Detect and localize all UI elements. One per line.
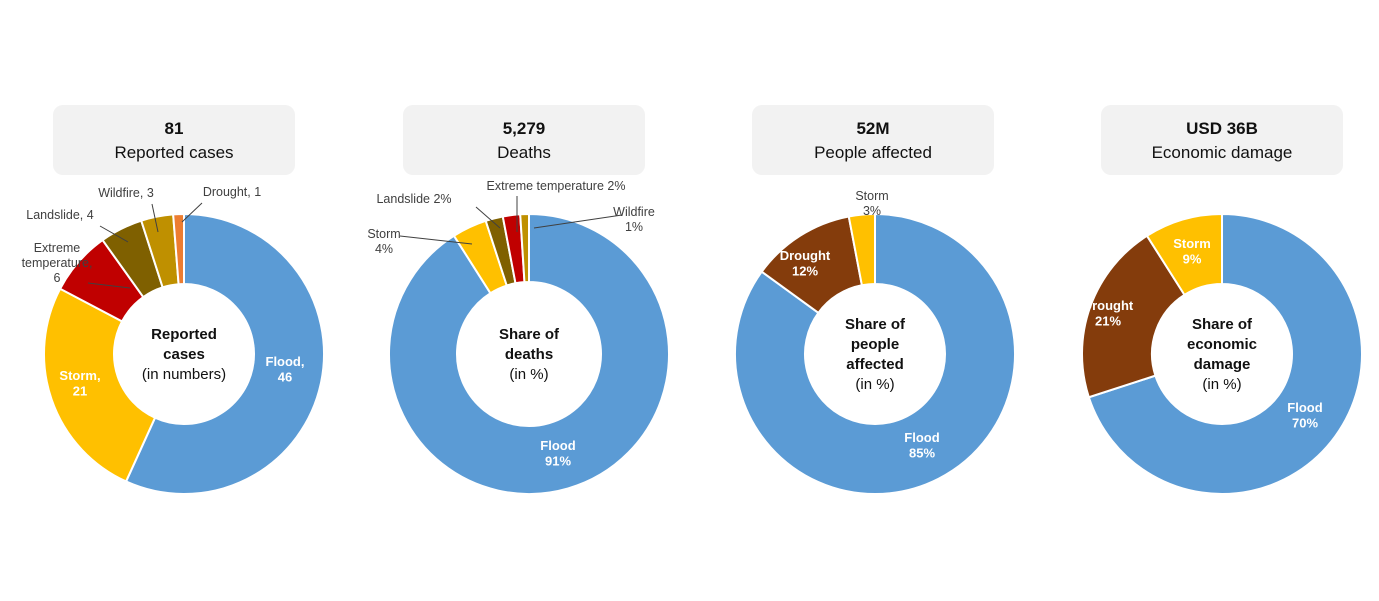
header-value: 5,279 [502,119,546,138]
label-line: Drought [780,248,831,263]
header-reported-cases: 81 Reported cases [53,105,295,175]
center-text: (in numbers) [142,366,226,383]
slice-label-flood: Flood, 46 [266,354,305,385]
leader-line [399,235,473,245]
header-deaths: 5,279 Deaths [403,105,645,175]
slice-flood [734,212,1016,495]
leader-line [99,225,129,243]
slice-label-flood: Flood 70% [1287,400,1322,431]
label-line: Flood [540,438,575,453]
slice-label-extreme-temperature: Extreme temperature 2% [487,179,626,193]
slice-label-storm: Storm 3% [855,189,888,218]
slice-flood [124,212,325,495]
leader-line [87,282,131,289]
label-line: Flood [904,430,939,445]
center-text: damage [1194,356,1251,373]
header-label: People affected [814,143,932,162]
header-value: 52M [856,119,890,138]
label-line: Wildfire [613,205,655,219]
center-text: people [851,336,899,353]
label-line: Storm [1173,236,1211,251]
slice-flood [1087,212,1363,495]
label-line: Drought [1083,298,1134,313]
slice-drought [1081,234,1186,399]
label-line: 85% [909,446,935,461]
label-line: Landslide, 4 [26,208,93,222]
slice-label-flood: Flood 85% [904,430,939,461]
label-line: Landslide 2% [376,192,451,206]
label-line: Storm [367,227,400,241]
header-label: Deaths [497,143,551,162]
leader-line [181,202,203,223]
center-text: deaths [505,346,553,363]
slice-label-drought: Drought 21% [1083,298,1134,329]
slice-drought [172,212,185,286]
slice-label-storm: Storm 4% [367,227,400,256]
leader-line [151,203,159,233]
slice-label-extreme-temperature: Extreme temperature, 6 [22,241,93,285]
label-line: Flood, [266,354,305,369]
slice-label-drought: Drought, 1 [203,185,261,199]
label-line: temperature, [22,256,93,270]
slice-wildfire [519,212,530,284]
label-line: 4% [375,242,393,256]
center-text: cases [163,346,205,363]
label-line: 21% [1095,314,1121,329]
slice-label-landslide: Landslide, 4 [26,208,93,222]
center-text: Reported [151,326,217,343]
center-text: (in %) [509,366,548,383]
slice-label-storm: Storm, 21 [59,368,100,399]
label-line: 9% [1183,252,1202,267]
label-line: 1% [625,220,643,234]
header-economic-damage: USD 36B Economic damage [1101,105,1343,175]
slice-label-landslide: Landslide 2% [376,192,451,206]
header-label: Economic damage [1151,143,1293,162]
center-text: (in %) [855,376,894,393]
center-text: economic [1187,336,1257,353]
slice-label-wildfire: Wildfire 1% [613,205,655,234]
label-line: Storm [855,189,888,203]
slice-label-flood: Flood 91% [540,438,575,469]
leader-line [533,214,623,229]
label-line: Storm, [59,368,100,383]
header-value: 81 [164,119,184,138]
header-label: Reported cases [114,143,234,162]
label-line: 6 [54,271,61,285]
slice-label-wildfire: Wildfire, 3 [98,186,154,200]
label-line: 46 [278,370,292,385]
label-line: 12% [792,264,818,279]
leader-line [475,206,501,229]
label-line: Flood [1287,400,1322,415]
label-line: 91% [545,454,571,469]
label-line: Wildfire, 3 [98,186,154,200]
center-text: (in %) [1202,376,1241,393]
label-line: 21 [73,384,87,399]
slice-storm [1145,212,1223,297]
center-text: affected [846,356,904,373]
center-text: Share of [499,326,560,343]
center-text: Share of [1192,316,1253,333]
slice-label-drought: Drought 12% [780,248,831,279]
label-line: 3% [863,204,881,218]
header-people-affected: 52M People affected [752,105,994,175]
label-line: Extreme temperature 2% [487,179,626,193]
header-value: USD 36B [1186,119,1258,138]
label-line: Extreme [34,241,81,255]
label-line: 70% [1292,416,1318,431]
slice-label-storm: Storm 9% [1173,236,1211,267]
slice-storm [847,212,876,287]
center-text: Share of [845,316,906,333]
slice-flood [388,212,670,495]
label-line: Drought, 1 [203,185,261,199]
slice-storm [43,287,157,483]
